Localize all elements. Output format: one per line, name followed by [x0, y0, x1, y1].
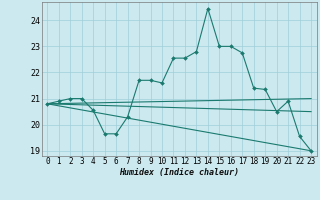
X-axis label: Humidex (Indice chaleur): Humidex (Indice chaleur)	[119, 168, 239, 177]
